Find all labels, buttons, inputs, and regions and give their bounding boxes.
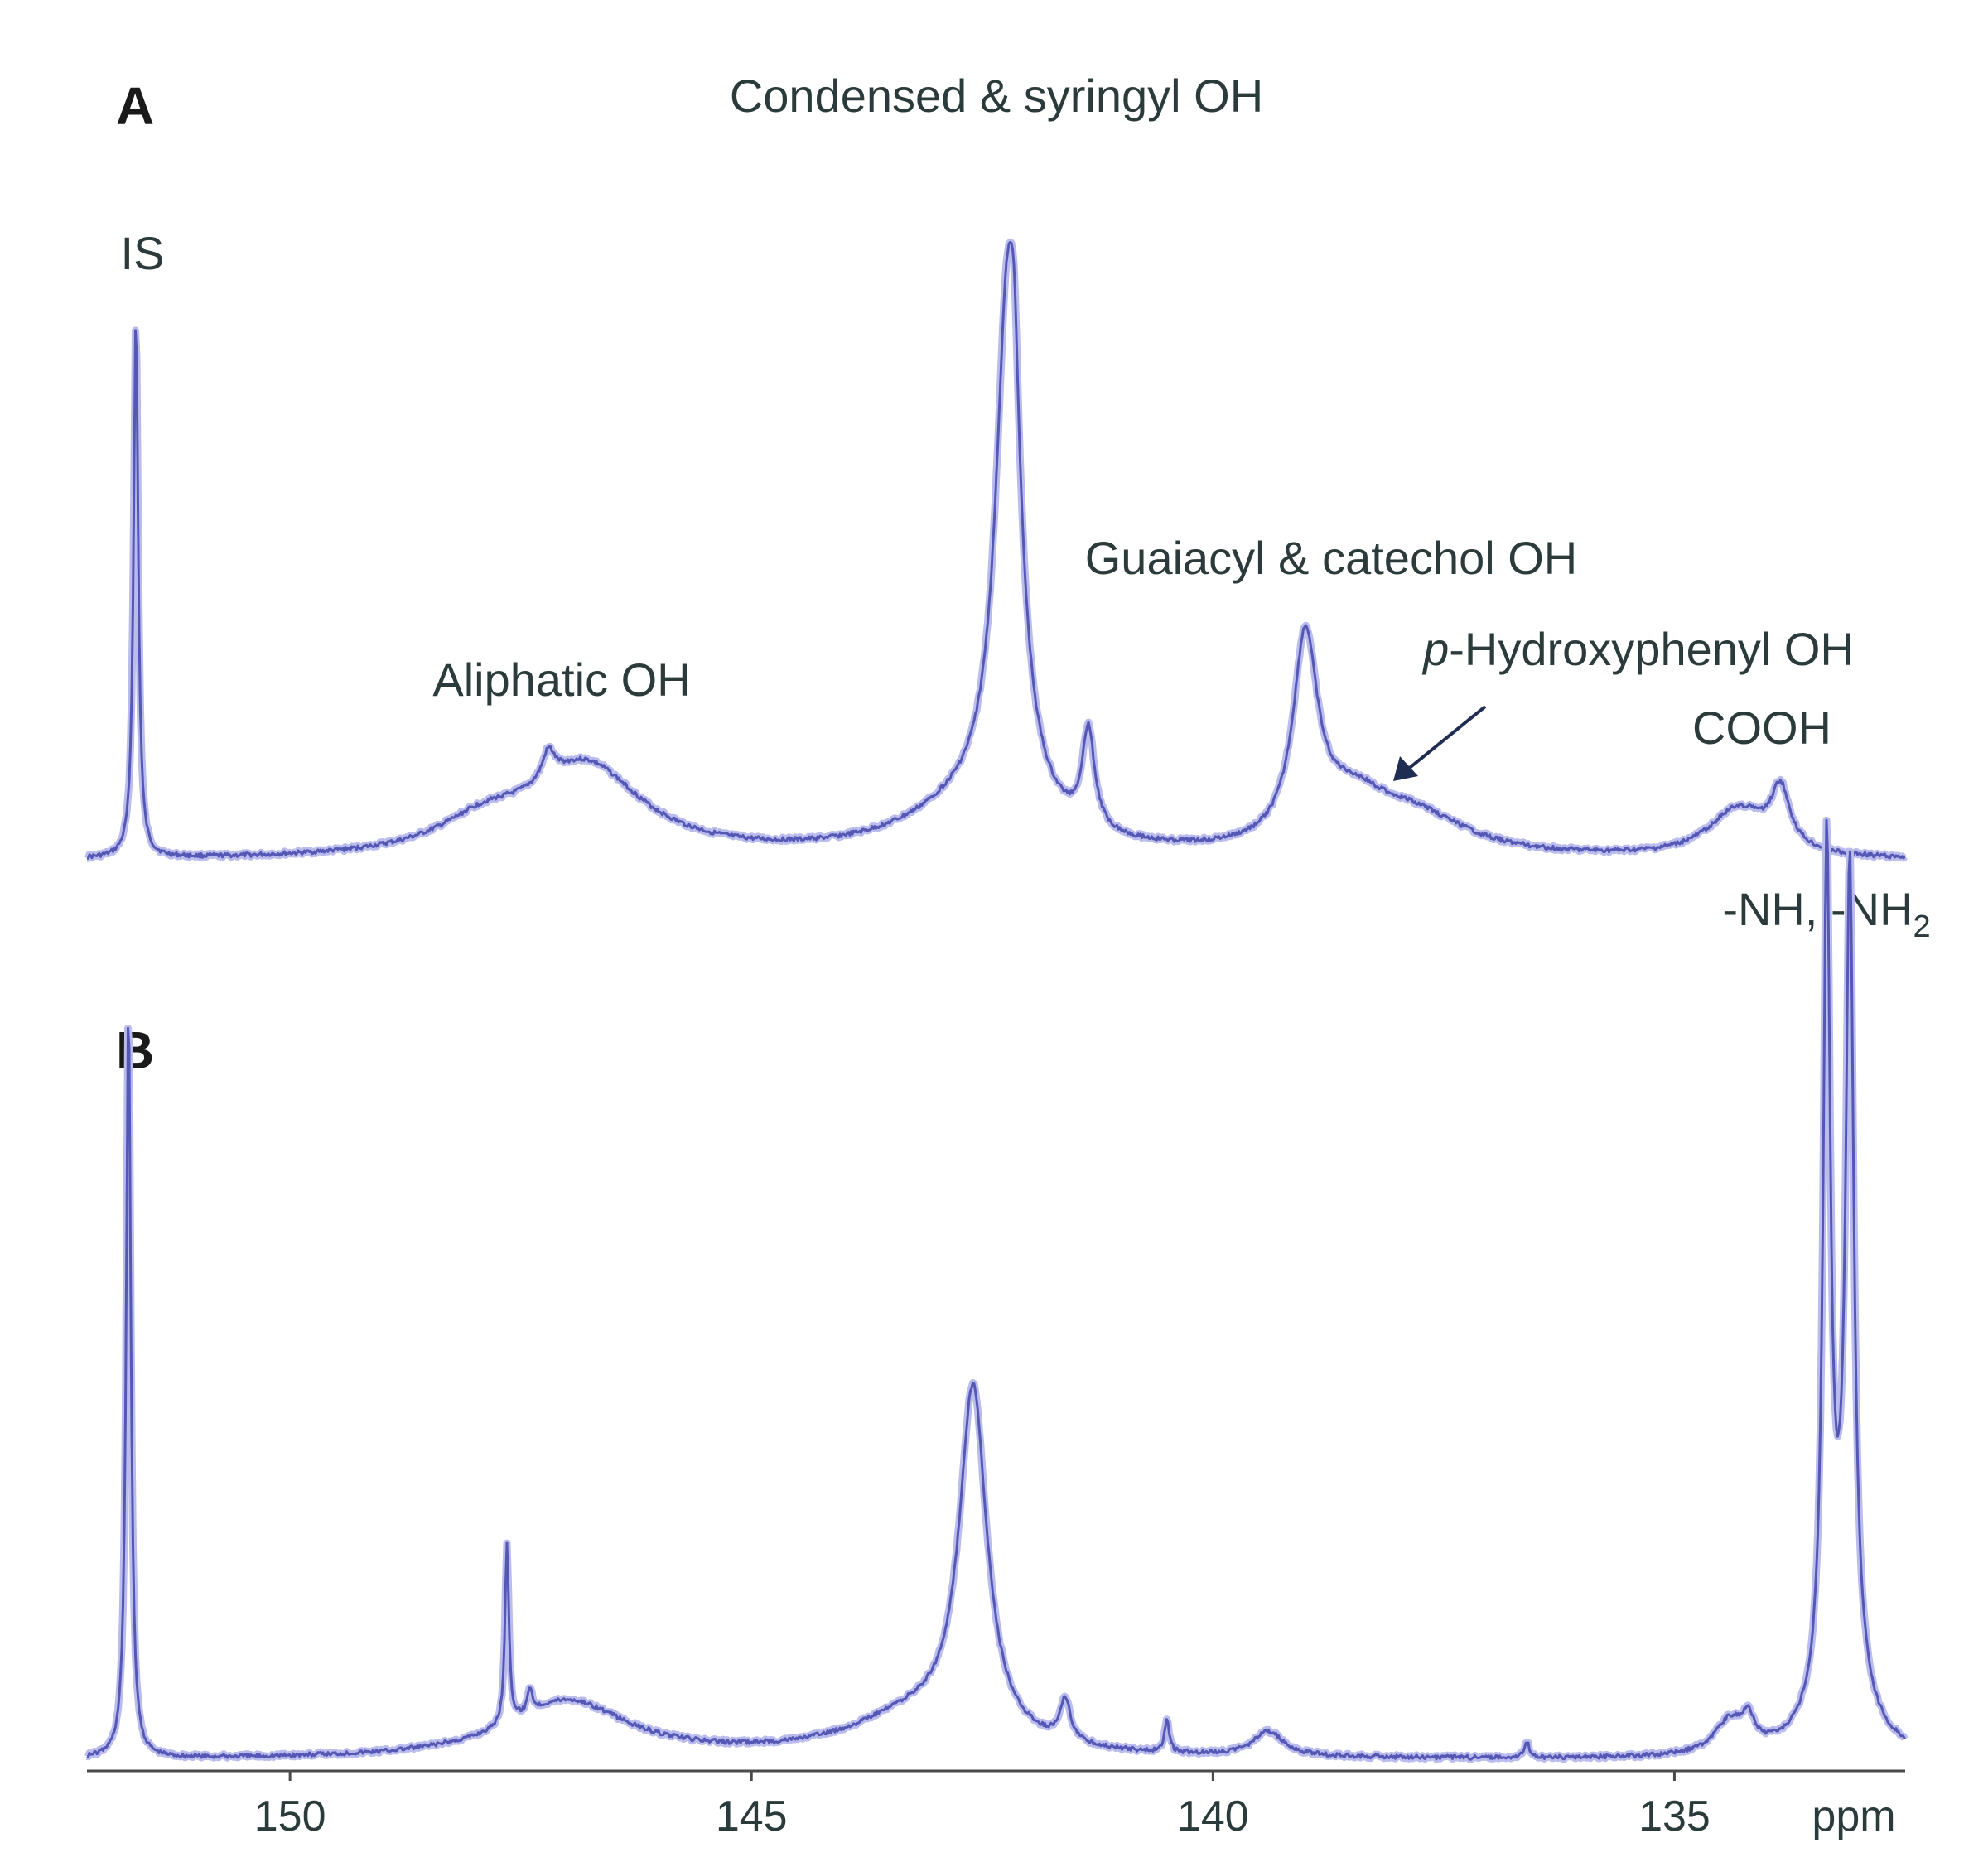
panel-a: A IS Aliphatic OH Condensed & syringyl O…: [84, 70, 1908, 862]
x-tick-label: 150: [254, 1792, 326, 1840]
annotation-aliphatic-oh: Aliphatic OH: [432, 654, 690, 706]
panel-a-label: A: [116, 76, 154, 136]
annotation-nh-nh2: -NH, -NH2: [1722, 883, 1930, 944]
annotation-p-hydroxyphenyl-oh: p-Hydroxyphenyl OH: [1421, 623, 1854, 675]
annotation-cooh: COOH: [1692, 702, 1831, 754]
spectrum-b-trace: [86, 818, 1906, 1761]
x-axis-unit-label: ppm: [1812, 1792, 1895, 1840]
annotation-is: IS: [121, 227, 165, 279]
panel-b-label: B: [116, 1020, 154, 1080]
x-tick-label: 135: [1638, 1792, 1711, 1840]
x-tick-label: 140: [1177, 1792, 1249, 1840]
panel-b: B -NH, -NH2: [84, 816, 1931, 1763]
spectrum-a-trace-glow: [84, 238, 1908, 862]
annotation-guaiacyl-catechol-oh: Guaiacyl & catechol OH: [1085, 532, 1577, 584]
annotation-condensed-syringyl-oh: Condensed & syringyl OH: [730, 70, 1263, 122]
x-axis: 150 145 140 135 ppm: [87, 1769, 1905, 1840]
x-tick-label: 145: [716, 1792, 788, 1840]
spectrum-a-trace: [87, 240, 1906, 860]
annotation-arrow: [1393, 705, 1487, 781]
